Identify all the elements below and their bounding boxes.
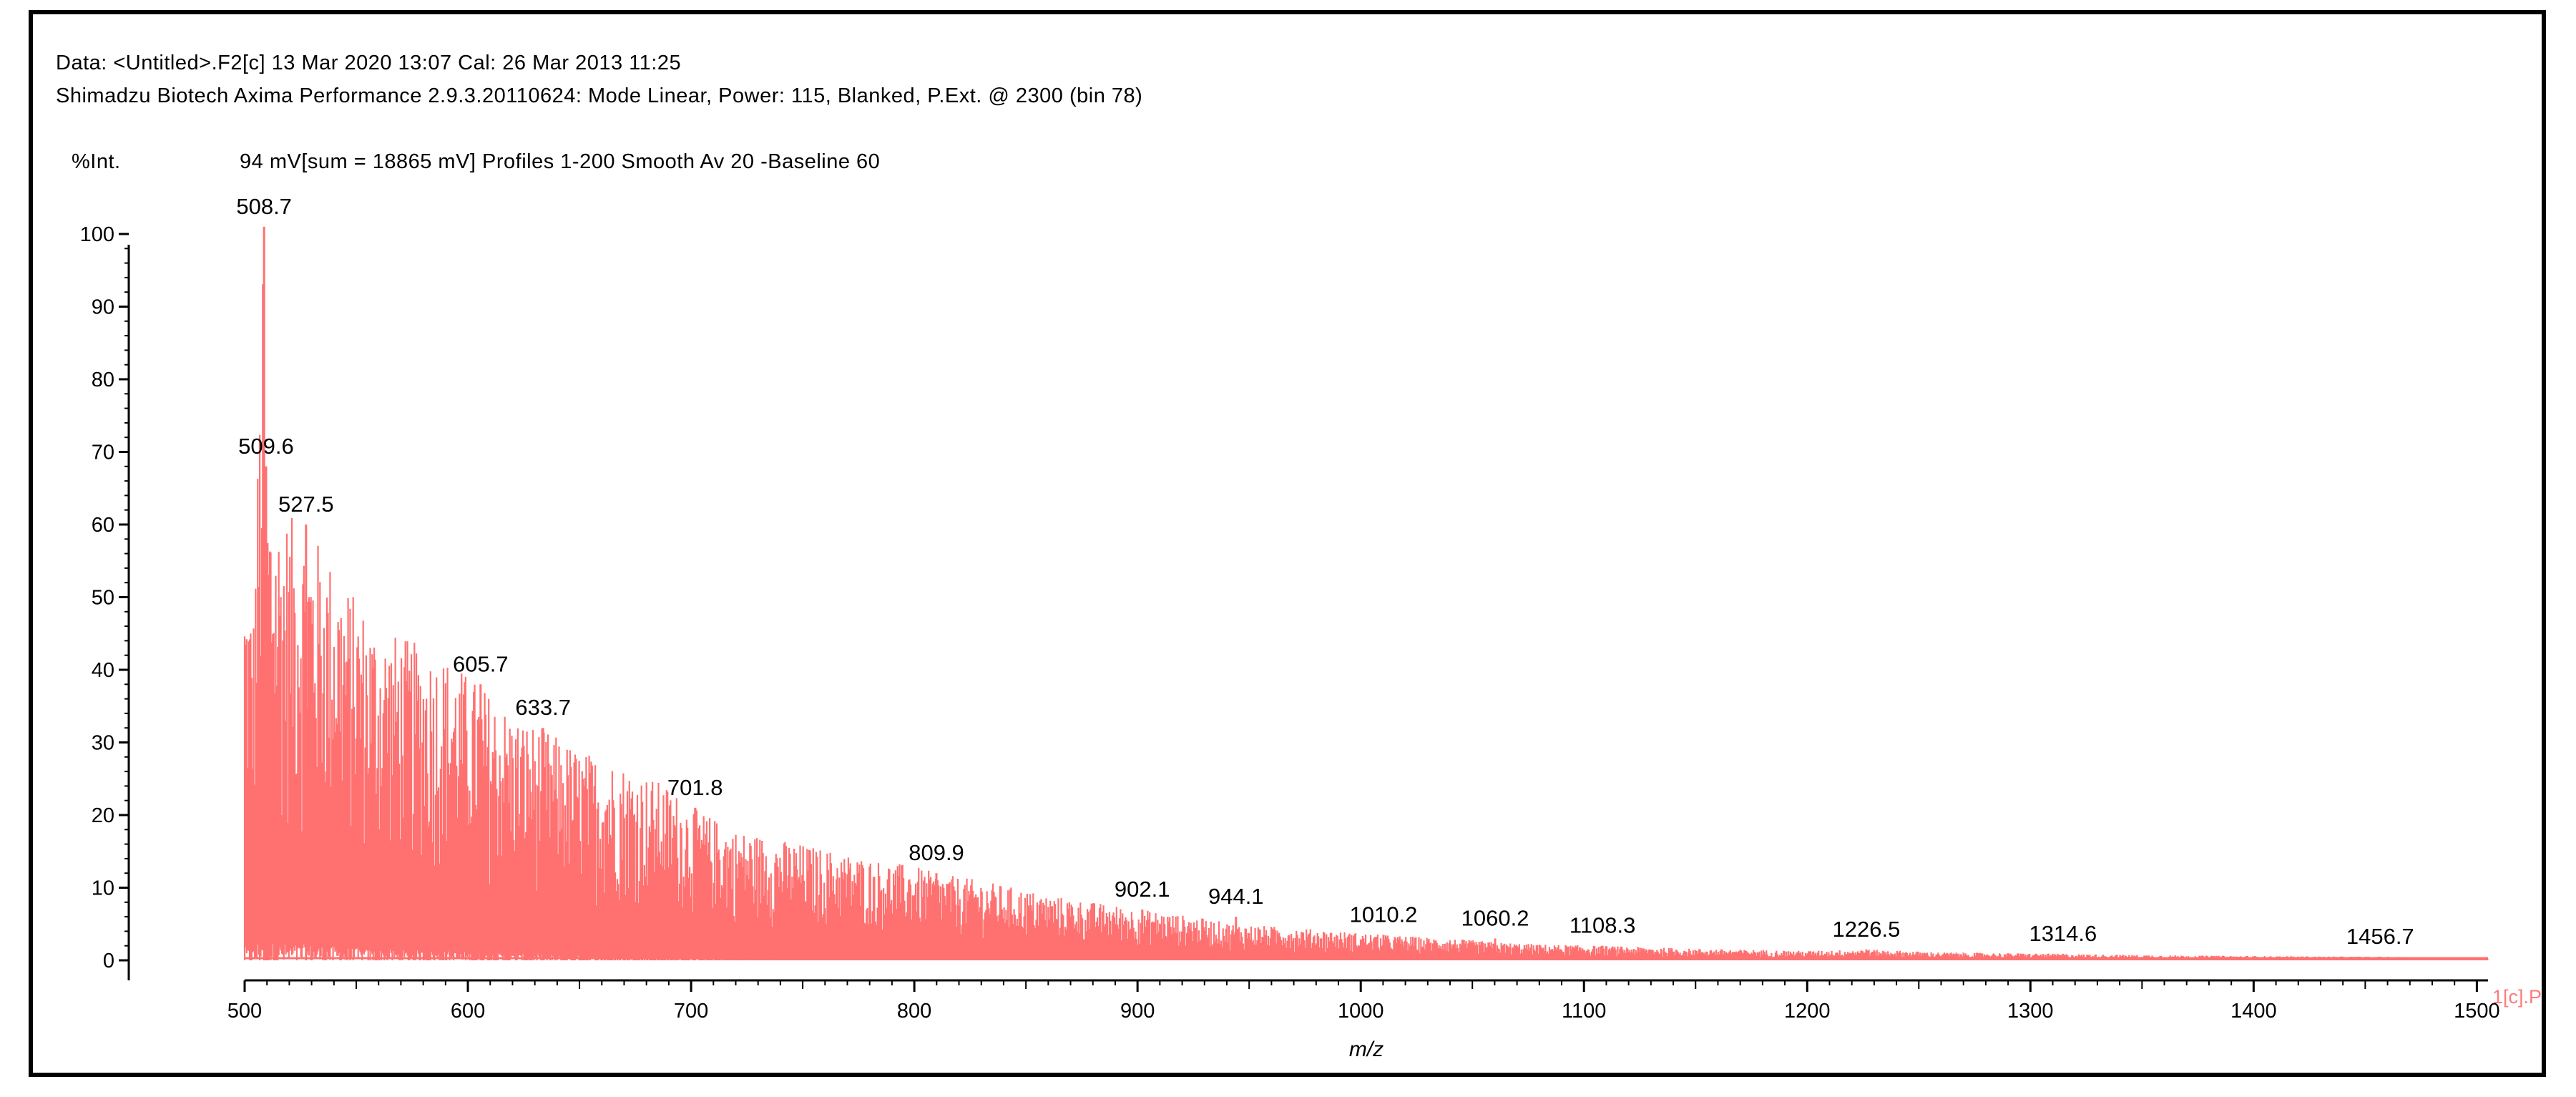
- peak-label: 1010.2: [1350, 902, 1418, 927]
- y-tick-label: 60: [92, 514, 114, 537]
- y-tick-label: 40: [92, 659, 114, 682]
- peak-label: 508.7: [236, 194, 292, 219]
- peak-label: 509.6: [238, 434, 294, 459]
- y-tick-label: 80: [92, 369, 114, 391]
- peak-label: 1108.3: [1569, 913, 1636, 938]
- x-tick-label: 700: [674, 1000, 708, 1023]
- instrument-info-line: Shimadzu Biotech Axima Performance 2.9.3…: [56, 84, 1143, 107]
- y-tick-label: 90: [92, 296, 114, 319]
- x-tick-label: 1500: [2454, 1000, 2500, 1023]
- peak-label: 701.8: [667, 775, 723, 800]
- x-tick-label: 1100: [1562, 1000, 1606, 1023]
- x-tick-label: 600: [451, 1000, 485, 1023]
- trace-tag: 1[c].P: [2492, 986, 2542, 1008]
- y-tick-label: 70: [92, 442, 114, 464]
- y-tick-label: 100: [80, 223, 114, 246]
- x-tick-label: 800: [897, 1000, 931, 1023]
- peak-label: 1456.7: [2346, 924, 2414, 949]
- x-axis-title: m/z: [1349, 1038, 1384, 1061]
- y-tick-label: 30: [92, 732, 114, 755]
- axes: 500 600 700 800 900 1000 1100 1200 1300 1400 1500 0…: [80, 223, 2500, 1061]
- spectrum-trace: [243, 226, 2489, 960]
- peak-label: 633.7: [515, 695, 571, 720]
- y-tick-label: 0: [103, 950, 114, 972]
- peak-label: 605.7: [453, 651, 509, 676]
- peak-label: 944.1: [1208, 884, 1264, 909]
- peak-label: 1314.6: [2029, 921, 2097, 946]
- peak-label: 527.5: [278, 492, 334, 517]
- y-tick-label: 50: [92, 587, 114, 610]
- peak-label: 1226.5: [1833, 917, 1901, 942]
- y-tick-label: 20: [92, 804, 114, 827]
- intensity-axis-title: %Int.: [72, 150, 121, 173]
- x-tick-label: 1400: [2230, 1000, 2277, 1023]
- x-tick-label: 1300: [2007, 1000, 2054, 1023]
- peak-label: 1060.2: [1461, 906, 1529, 931]
- spectrum-profile: [243, 284, 2489, 960]
- x-tick-label: 500: [227, 1000, 262, 1023]
- y-tick-label: 10: [92, 877, 114, 900]
- peak-label: 809.9: [909, 840, 964, 865]
- x-tick-label: 1000: [1338, 1000, 1384, 1023]
- x-tick-label: 900: [1120, 1000, 1155, 1023]
- peak-label: 902.1: [1115, 877, 1170, 902]
- data-info-line: Data: <Untitled>.F2[c] 13 Mar 2020 13:07…: [56, 52, 682, 74]
- x-tick-label: 1200: [1784, 1000, 1831, 1023]
- acquisition-info: 94 mV[sum = 18865 mV] Profiles 1-200 Smo…: [240, 150, 881, 173]
